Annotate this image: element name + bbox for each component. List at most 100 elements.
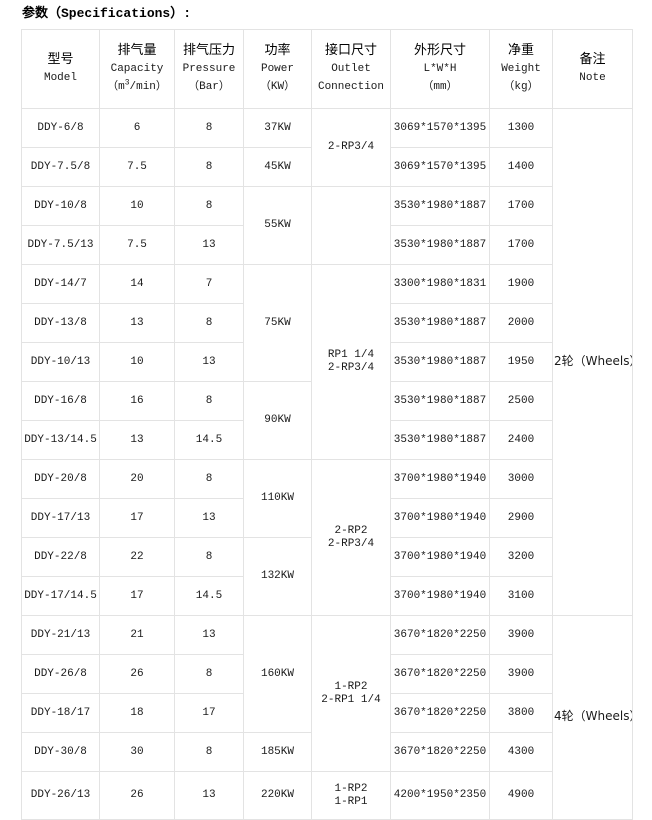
- cell-weight: 2500: [489, 381, 553, 421]
- table-body: DDY-6/8 6 8 37KW 2-RP3/4 3069*1570*1395 1300 2轮…: [21, 108, 633, 820]
- column-header-note: 备注 Note: [552, 29, 633, 109]
- column-header-model: 型号 Model: [21, 29, 100, 109]
- column-header-unit: （Bar）: [188, 81, 230, 93]
- column-header-cn: 外形尺寸: [413, 43, 466, 58]
- table-row: DDY-17/13 17 13 3700*1980*1940 2900: [21, 498, 633, 538]
- cell-capacity: 21: [99, 615, 175, 655]
- cell-capacity: 18: [99, 693, 175, 733]
- column-header-en: Pressure: [182, 63, 236, 75]
- cell-pressure: 8: [174, 108, 244, 148]
- cell-dimensions: 3530*1980*1887: [390, 342, 490, 382]
- cell-weight: 3100: [489, 576, 553, 616]
- table-row: DDY-14/7 14 7 75KW RP1 1/4 2-RP3/4 3300*1980*1…: [21, 264, 633, 460]
- cell-weight: 1900: [489, 264, 553, 304]
- cell-pressure: 13: [174, 771, 244, 820]
- cell-pressure: 13: [174, 615, 244, 655]
- cell-capacity: 17: [99, 576, 175, 616]
- cell-weight: 1700: [489, 186, 553, 226]
- cell-weight: 3000: [489, 459, 553, 499]
- cell-model: DDY-16/8: [21, 381, 100, 421]
- column-header-pressure: 排气压力 Pressure （Bar）: [174, 29, 244, 109]
- cell-dimensions: 3700*1980*1940: [390, 459, 490, 499]
- table-row: DDY-10/13 10 13 3530*1980*1887 1950: [21, 342, 633, 382]
- column-header-cn: 备注: [579, 52, 606, 67]
- table-row: DDY-17/14.5 17 14.5 3700*1980*1940 3100: [21, 576, 633, 616]
- cell-weight: 1700: [489, 225, 553, 265]
- cell-dimensions: 3670*1820*2250: [390, 732, 490, 772]
- cell-outlet: [311, 186, 391, 265]
- cell-power: 55KW: [243, 186, 312, 265]
- cell-model: DDY-26/13: [21, 771, 100, 820]
- outlet-line-2: 1-RP1: [334, 795, 368, 808]
- cell-capacity: 16: [99, 381, 175, 421]
- cell-dimensions: 3700*1980*1940: [390, 498, 490, 538]
- column-header-cn: 排气压力: [182, 43, 235, 58]
- cell-dimensions: 3700*1980*1940: [390, 537, 490, 577]
- cell-pressure: 13: [174, 498, 244, 538]
- column-header-cn: 功率: [264, 43, 291, 58]
- cell-weight: 3800: [489, 693, 553, 733]
- outlet-line-1: RP1 1/4: [327, 349, 375, 361]
- cell-weight: 3900: [489, 654, 553, 694]
- outlet-line-2: 2-RP1 1/4: [321, 693, 381, 706]
- cell-outlet: RP1 1/4 2-RP3/4: [311, 264, 391, 460]
- cell-dimensions: 3670*1820*2250: [390, 654, 490, 694]
- cell-weight: 4300: [489, 732, 553, 772]
- cell-weight: 2900: [489, 498, 553, 538]
- cell-pressure: 8: [174, 459, 244, 499]
- outlet-line-1: 1-RP2: [334, 782, 368, 795]
- header-row: 型号 Model 排气量 Capacity （m3/min） 排气压力 Pressure （B…: [21, 29, 633, 109]
- cell-weight: 3900: [489, 615, 553, 655]
- cell-power: 160KW: [243, 615, 312, 733]
- cell-pressure: 13: [174, 342, 244, 382]
- column-header-cn: 净重: [507, 43, 534, 58]
- table-row: DDY-20/8 20 8 110KW 2-RP2 2-RP3/4 3700*1980*19…: [21, 459, 633, 616]
- cell-dimensions: 3530*1980*1887: [390, 420, 490, 460]
- cell-model: DDY-7.5/13: [21, 225, 100, 265]
- cell-dimensions: 3530*1980*1887: [390, 186, 490, 226]
- outlet-line-1: 2-RP3/4: [327, 141, 375, 153]
- cell-pressure: 8: [174, 303, 244, 343]
- column-header-outlet: 接口尺寸 Outlet Connection: [311, 29, 391, 109]
- cell-capacity: 7.5: [99, 147, 175, 187]
- cell-pressure: 8: [174, 381, 244, 421]
- cell-dimensions: 3069*1570*1395: [390, 147, 490, 187]
- specifications-table: 型号 Model 排气量 Capacity （m3/min） 排气压力 Pressure （B…: [21, 29, 633, 820]
- cell-weight: 1300: [489, 108, 553, 148]
- cell-weight: 4900: [489, 771, 553, 820]
- cell-power: 132KW: [243, 537, 312, 616]
- column-header-en: Power: [260, 63, 294, 75]
- cell-pressure: 8: [174, 732, 244, 772]
- column-header-dim: 外形尺寸 L*W*H （mm）: [390, 29, 490, 109]
- outlet-line-1: 2-RP2: [334, 524, 368, 537]
- cell-weight: 1950: [489, 342, 553, 382]
- cell-outlet: 1-RP2 2-RP1 1/4: [311, 615, 391, 772]
- column-header-cn: 型号: [47, 52, 74, 67]
- cell-model: DDY-17/13: [21, 498, 100, 538]
- column-header-en: Weight: [501, 63, 541, 75]
- cell-pressure: 8: [174, 654, 244, 694]
- table-row: DDY-7.5/13 7.5 13 3530*1980*1887 1700: [21, 225, 633, 265]
- cell-dimensions: 3300*1980*1831: [390, 264, 490, 304]
- cell-model: DDY-10/13: [21, 342, 100, 382]
- cell-note: 4轮（Wheels）: [552, 615, 633, 820]
- column-header-unit: （KW）: [259, 81, 296, 93]
- cell-capacity: 22: [99, 537, 175, 577]
- cell-outlet: 2-RP2 2-RP3/4: [311, 459, 391, 616]
- cell-capacity: 30: [99, 732, 175, 772]
- table-row: DDY-26/13 26 13 220KW 1-RP2 1-RP1 4200*1950*23…: [21, 771, 633, 820]
- cell-pressure: 7: [174, 264, 244, 304]
- cell-model: DDY-22/8: [21, 537, 100, 577]
- cell-weight: 1400: [489, 147, 553, 187]
- note-text: 2轮（Wheels）: [554, 353, 632, 368]
- outlet-line-2: 2-RP3/4: [327, 537, 375, 550]
- table-row: DDY-22/8 22 8 132KW 3700*1980*1940 3200: [21, 537, 633, 616]
- cell-power: 220KW: [243, 771, 312, 820]
- column-header-weight: 净重 Weight （kg）: [489, 29, 553, 109]
- cell-model: DDY-20/8: [21, 459, 100, 499]
- cell-model: DDY-18/17: [21, 693, 100, 733]
- page-title: 参数（Specifications）:: [22, 6, 192, 21]
- cell-pressure: 8: [174, 186, 244, 226]
- cell-model: DDY-21/13: [21, 615, 100, 655]
- cell-capacity: 20: [99, 459, 175, 499]
